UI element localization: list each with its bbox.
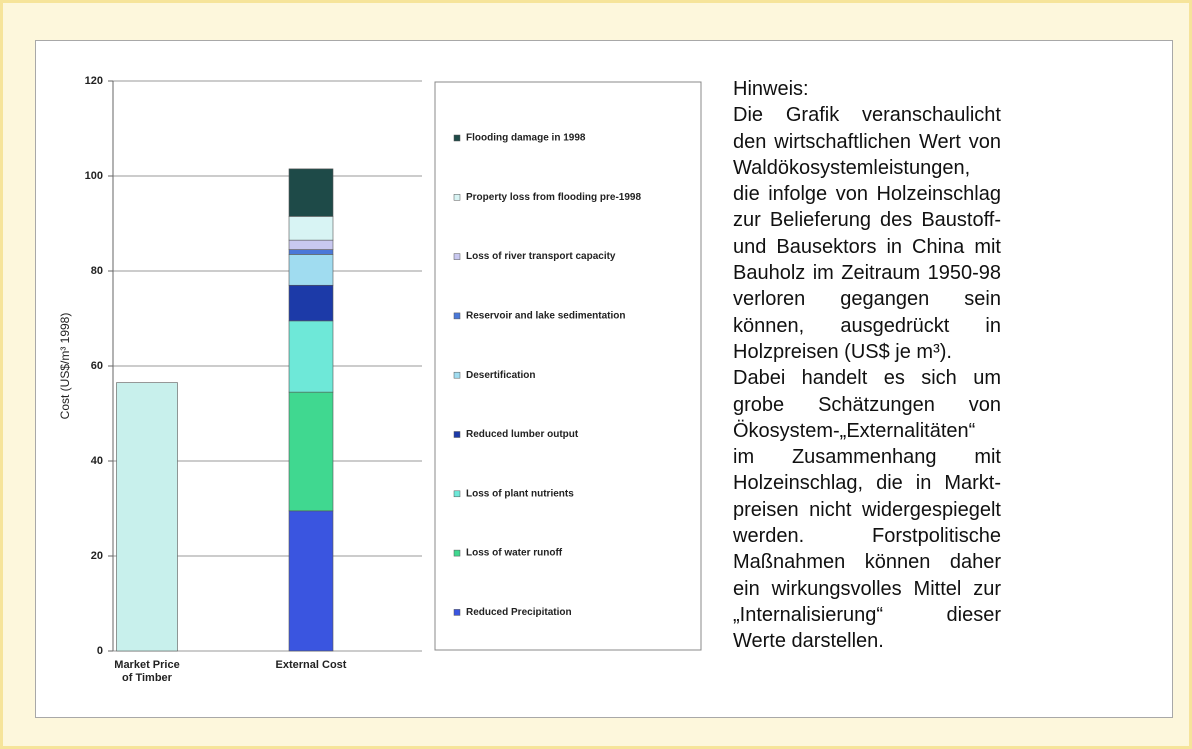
- legend-swatch: [453, 549, 461, 557]
- legend-label: Property loss from flooding pre-1998: [466, 192, 641, 203]
- legend-label: Reduced Precipitation: [466, 607, 572, 618]
- legend-swatch: [453, 490, 461, 498]
- bar-segment: [288, 391, 334, 512]
- x-tick-label: Market Price of Timber: [114, 659, 179, 684]
- note-paragraph: Die Grafik veranschaulicht den wirtschaf…: [733, 104, 1001, 363]
- y-tick-label: 60: [91, 360, 103, 372]
- bar-segment: [288, 254, 334, 286]
- bar-segment: [288, 216, 334, 241]
- bar-segment: [288, 239, 334, 250]
- y-tick-label: 100: [85, 170, 103, 182]
- legend-label: Reduced lumber output: [466, 429, 579, 440]
- x-tick-label: External Cost: [276, 659, 347, 671]
- legend-swatch: [453, 312, 461, 320]
- bar-segment: [288, 249, 334, 255]
- legend-label: Loss of river transport capacity: [466, 251, 616, 262]
- bar-segment: [288, 168, 334, 217]
- legend-label: Desertification: [466, 370, 535, 381]
- legend-swatch: [453, 431, 461, 438]
- legend-swatch: [453, 371, 461, 379]
- note: Hinweis: Die Grafik veranschaulicht den …: [733, 76, 1001, 655]
- legend-label: Flooding damage in 1998: [466, 133, 586, 144]
- bar-segment: [116, 382, 178, 652]
- bar-segment: [288, 320, 334, 393]
- y-tick-label: 20: [91, 550, 103, 562]
- legend-box: [434, 81, 702, 651]
- legend-swatch: [453, 194, 461, 201]
- bar-segment: [288, 510, 334, 652]
- y-tick-label: 0: [97, 645, 103, 657]
- y-axis-label: Cost (US$/m³ 1998): [58, 313, 72, 420]
- legend-label: Loss of water runoff: [466, 548, 563, 559]
- y-tick-label: 120: [85, 75, 103, 87]
- legend-swatch: [453, 134, 461, 142]
- note-title: Hinweis:: [733, 78, 809, 100]
- y-tick-label: 80: [91, 265, 103, 277]
- note-paragraph: Dabei handelt es sich um grobe Schätzung…: [733, 367, 1001, 653]
- legend-swatch: [453, 253, 461, 260]
- bar-segment: [288, 284, 334, 322]
- legend-swatch: [453, 609, 461, 616]
- y-tick-label: 40: [91, 455, 103, 467]
- legend-label: Reservoir and lake sedimentation: [466, 311, 626, 322]
- legend-label: Loss of plant nutrients: [466, 488, 574, 499]
